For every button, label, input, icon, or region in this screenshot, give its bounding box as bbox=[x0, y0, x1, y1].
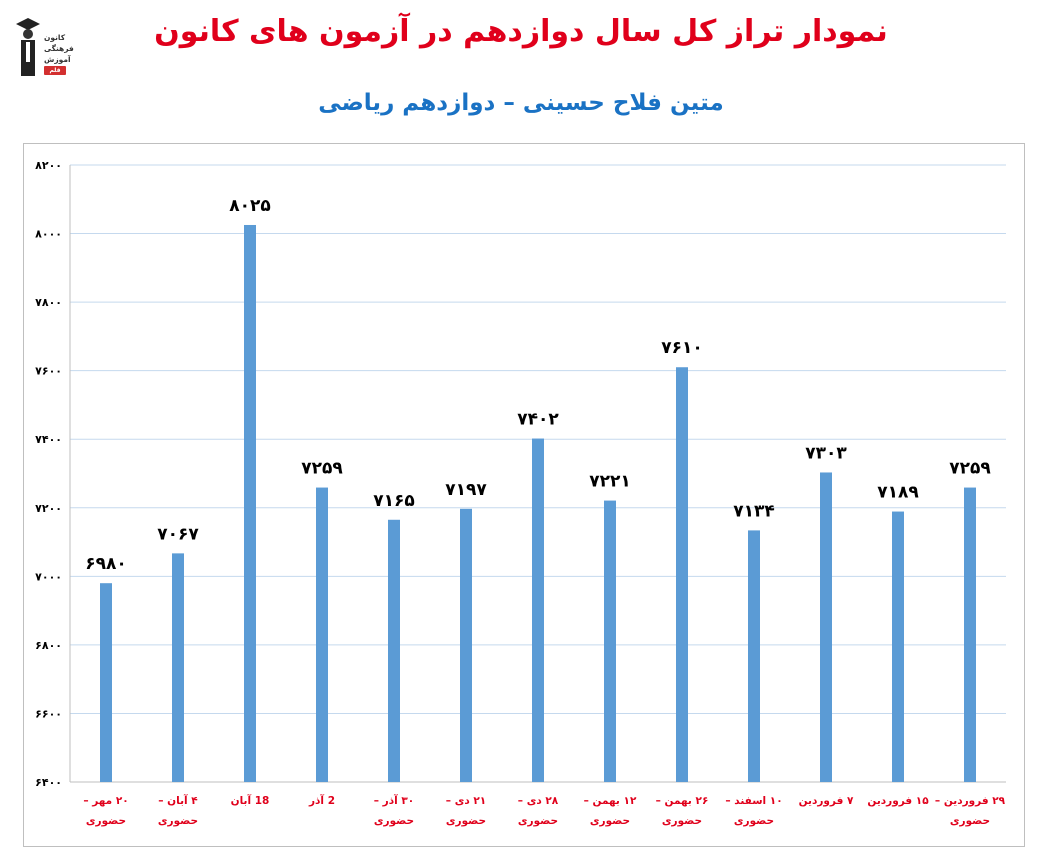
chart-title: نمودار تراز کل سال دوازدهم در آزمون های … bbox=[154, 14, 888, 49]
y-axis: ۶۴۰۰ ۶۶۰۰ ۶۸۰۰ ۷۰۰۰ ۷۲۰۰ ۷۴۰۰ ۷۶۰۰ ۷۸۰۰ ۸۰۰۰ ۸۲۰۰ bbox=[35, 159, 1006, 789]
x-tick-label: حضوری bbox=[662, 815, 702, 827]
data-label: ۷۲۲۱ bbox=[589, 472, 631, 492]
y-tick-label: ۸۲۰۰ bbox=[35, 159, 62, 172]
bar bbox=[460, 508, 472, 782]
x-tick-label: ۷ فروردین bbox=[799, 795, 854, 807]
x-tick-label: حضوری bbox=[86, 815, 126, 827]
bar bbox=[532, 438, 544, 782]
y-tick-label: ۶۶۰۰ bbox=[35, 707, 62, 720]
x-tick-label: ۲۸ دی – bbox=[518, 795, 559, 807]
bar bbox=[820, 472, 832, 782]
y-tick-label: ۷۶۰۰ bbox=[35, 365, 62, 378]
x-tick-label: 18 آبان bbox=[231, 794, 270, 807]
y-tick-label: ۶۸۰۰ bbox=[35, 639, 62, 652]
bar bbox=[748, 530, 760, 782]
logo: کانون فرهنگی آموزش قلم چی bbox=[14, 12, 74, 83]
x-tick-label: حضوری bbox=[734, 815, 774, 827]
bar bbox=[244, 224, 256, 783]
x-tick-label: ۲۹ فروردین – bbox=[935, 795, 1006, 807]
x-tick-label: 2 آذر bbox=[308, 794, 335, 807]
x-tick-label: ۱۵ فروردین bbox=[867, 795, 929, 807]
x-tick-label: حضوری bbox=[518, 815, 558, 827]
data-label: ۷۱۸۹ bbox=[877, 483, 919, 503]
x-tick-label: ۲۱ دی – bbox=[446, 795, 486, 807]
data-label: ۸۰۲۵ bbox=[229, 196, 271, 216]
x-tick-label: ۱۲ بهمن – bbox=[584, 795, 637, 807]
graduate-icon bbox=[16, 18, 40, 76]
bars bbox=[100, 224, 976, 783]
data-label: ۷۲۵۹ bbox=[301, 459, 343, 479]
y-tick-label: ۷۲۰۰ bbox=[35, 502, 62, 515]
x-axis-labels: ۲۰ مهر – حضوری ۴ آبان – حضوری 18 آبان 2 آذر ۳۰… bbox=[83, 794, 1005, 827]
y-tick-label: ۶۴۰۰ bbox=[35, 776, 62, 789]
logo-line-2: فرهنگی bbox=[44, 44, 74, 53]
bar bbox=[964, 487, 976, 782]
x-tick-label: ۲۰ مهر – bbox=[83, 795, 128, 807]
bar bbox=[316, 487, 328, 782]
data-label: ۶۹۸۰ bbox=[85, 554, 127, 574]
y-tick-label: ۷۸۰۰ bbox=[35, 296, 62, 309]
bar bbox=[388, 519, 400, 782]
data-label: ۷۱۳۴ bbox=[733, 501, 775, 521]
x-tick-label: ۴ آبان – bbox=[158, 794, 198, 807]
x-tick-label: ۳۰ آذر – bbox=[374, 794, 414, 807]
data-label: ۷۶۱۰ bbox=[661, 338, 703, 358]
bar bbox=[676, 367, 688, 782]
logo-badge: قلم چی bbox=[44, 66, 66, 83]
data-label: ۷۲۵۹ bbox=[949, 459, 991, 479]
x-tick-label: حضوری bbox=[374, 815, 414, 827]
data-label: ۷۴۰۲ bbox=[517, 410, 559, 430]
bar bbox=[892, 511, 904, 782]
bar bbox=[100, 583, 112, 782]
chart-frame bbox=[23, 143, 1025, 847]
chart-subtitle: متین فلاح حسینی – دوازدهم ریاضی bbox=[318, 90, 724, 116]
data-label: ۷۱۶۵ bbox=[373, 491, 415, 511]
bar bbox=[172, 553, 184, 782]
y-tick-label: ۸۰۰۰ bbox=[35, 228, 62, 241]
y-tick-label: ۷۰۰۰ bbox=[35, 570, 62, 583]
x-tick-label: حضوری bbox=[158, 815, 198, 827]
y-tick-label: ۷۴۰۰ bbox=[35, 433, 62, 446]
x-tick-label: حضوری bbox=[950, 815, 990, 827]
x-tick-label: حضوری bbox=[446, 815, 486, 827]
x-tick-label: حضوری bbox=[590, 815, 630, 827]
x-tick-label: ۲۶ بهمن – bbox=[656, 795, 709, 807]
logo-line-3: آموزش bbox=[44, 55, 71, 64]
bar bbox=[604, 500, 616, 782]
data-label: ۷۱۹۷ bbox=[445, 480, 487, 500]
data-label: ۷۳۰۳ bbox=[805, 443, 847, 463]
data-labels: ۶۹۸۰ ۷۰۶۷ ۸۰۲۵ ۷۲۵۹ ۷۱۶۵ ۷۱۹۷ ۷۴۰۲ ۷۲۲۱ ۷۶۱۰ ۷۱۳۴… bbox=[85, 196, 991, 574]
logo-line-1: کانون bbox=[44, 33, 66, 42]
data-label: ۷۰۶۷ bbox=[157, 524, 199, 544]
x-tick-label: ۱۰ اسفند – bbox=[725, 795, 782, 807]
